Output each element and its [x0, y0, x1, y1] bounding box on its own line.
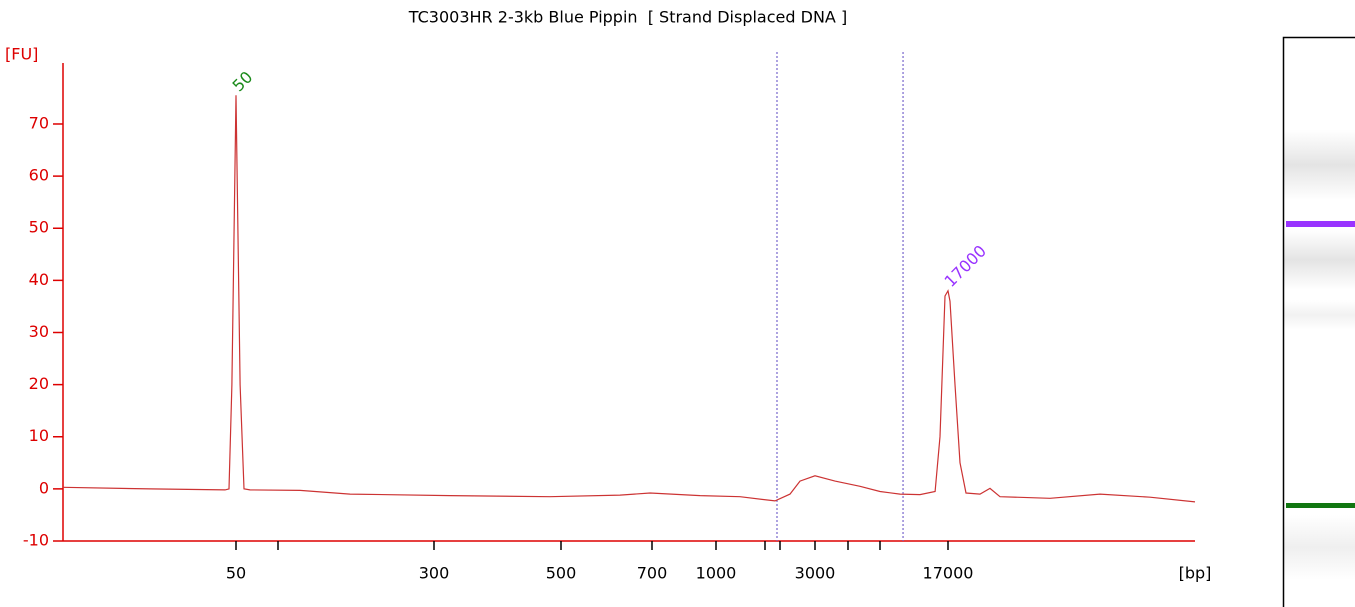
gel-band: [1286, 503, 1355, 508]
x-tick-label: 17000: [923, 564, 974, 583]
y-tick-label: 0: [39, 478, 49, 497]
y-tick-label: 60: [29, 166, 49, 185]
y-tick-label: 50: [29, 218, 49, 237]
gel-shade: [1283, 300, 1355, 330]
x-axis-label: [bp]: [1179, 564, 1212, 583]
y-tick-label: 70: [29, 113, 49, 132]
y-tick-label: -10: [23, 531, 49, 550]
gel-lane: [1282, 36, 1355, 607]
y-tick-label: 10: [29, 426, 49, 445]
gel-shade: [1283, 515, 1355, 580]
peak-label: 50: [229, 67, 257, 95]
trace: [62, 95, 1196, 503]
x-tick-label: 1000: [696, 564, 737, 583]
gel-shade: [1283, 130, 1355, 200]
gel-border: [1282, 36, 1355, 607]
x-tick-label: 50: [226, 564, 246, 583]
gel-shade: [1283, 230, 1355, 290]
y-axis-label: [FU]: [5, 45, 38, 64]
x-tick-label: 3000: [795, 564, 836, 583]
chart-title: TC3003HR 2-3kb Blue Pippin [ Strand Disp…: [408, 8, 847, 27]
y-tick-label: 40: [29, 270, 49, 289]
x-tick-label: 500: [546, 564, 577, 583]
x-tick-label: 300: [419, 564, 450, 583]
y-tick-label: 20: [29, 374, 49, 393]
gel-band: [1286, 221, 1355, 227]
peak-label: 17000: [941, 241, 990, 290]
x-tick-label: 700: [637, 564, 668, 583]
y-tick-label: 30: [29, 322, 49, 341]
